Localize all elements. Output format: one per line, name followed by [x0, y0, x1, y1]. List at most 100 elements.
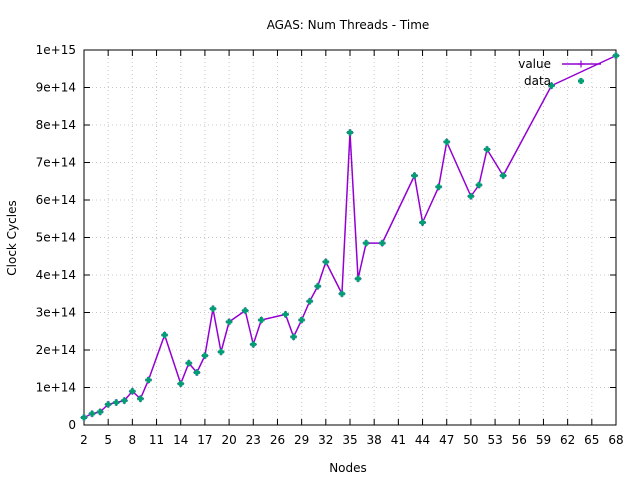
series-data [81, 52, 619, 421]
x-tick-label: 11 [149, 433, 164, 447]
x-tick-label: 17 [197, 433, 212, 447]
point-data [185, 360, 192, 367]
y-tick-label: 4e+14 [36, 268, 76, 282]
x-tick-label: 5 [104, 433, 112, 447]
grid [84, 50, 616, 425]
x-tick-label: 44 [415, 433, 430, 447]
x-tick-label: 8 [129, 433, 137, 447]
point-data-h [242, 309, 249, 313]
point-data [435, 183, 442, 190]
y-tick-label: 5e+14 [36, 231, 76, 245]
x-tick-label: 41 [391, 433, 406, 447]
x-tick-label: 20 [221, 433, 236, 447]
point-data [411, 172, 418, 179]
point-data [105, 401, 112, 408]
point-data-h [185, 361, 192, 365]
point-data-h [322, 260, 329, 264]
point-data-h [226, 320, 233, 324]
x-tick-label: 29 [294, 433, 309, 447]
point-data-h [250, 342, 257, 346]
chart-title: AGAS: Num Threads - Time [267, 18, 430, 32]
point-data [322, 258, 329, 265]
x-tick-label: 59 [536, 433, 551, 447]
y-tick-label: 7e+14 [36, 156, 76, 170]
point-data [500, 172, 507, 179]
point-data-h [314, 284, 321, 288]
point-data-h [484, 147, 491, 151]
x-tick-label: 68 [608, 433, 623, 447]
point-data-h [500, 174, 507, 178]
point-data-h [355, 277, 362, 281]
point-data [145, 377, 152, 383]
point-data [81, 414, 87, 421]
point-data-h [282, 312, 289, 316]
y-tick-label: 1e+14 [36, 381, 76, 395]
point-data-h [258, 318, 265, 322]
legend-entry-value: value [518, 57, 601, 71]
point-data [306, 298, 313, 305]
x-tick-label: 32 [318, 433, 333, 447]
point-data [467, 193, 474, 200]
point-data-h [411, 174, 418, 178]
point-data [137, 395, 144, 402]
point-data [298, 317, 305, 323]
point-data [242, 307, 249, 314]
legend-entry-data: data [524, 74, 584, 88]
point-data-h [306, 299, 313, 303]
point-data [201, 352, 208, 359]
point-data-h [105, 402, 112, 406]
point-data-h [338, 292, 345, 296]
x-tick-label: 65 [584, 433, 599, 447]
point-data-h [218, 350, 225, 354]
point-data-h [161, 333, 168, 337]
point-data-h [363, 241, 370, 245]
point-data-h [379, 241, 386, 245]
point-data-h [129, 389, 136, 393]
point-data-h [290, 335, 297, 339]
point-data [548, 82, 555, 89]
y-tick-label: 0 [68, 418, 76, 432]
y-axis-label: Clock Cycles [5, 200, 19, 275]
point-data-h [209, 307, 216, 311]
point-data-h [548, 84, 555, 88]
point-data [363, 240, 370, 247]
point-data [355, 275, 362, 282]
point-data-h [613, 54, 619, 58]
x-tick-label: 2 [80, 433, 88, 447]
legend-label: value [518, 57, 551, 71]
y-axis: 0 1e+14 2e+14 3e+14 4e+14 5e+14 6e+14 7e+14 8e+1… [36, 43, 616, 432]
point-data-h [177, 382, 184, 386]
point-data [97, 408, 104, 415]
point-data [484, 146, 491, 153]
legend-marker [577, 60, 585, 68]
point-data [475, 182, 482, 188]
point-data [209, 305, 216, 312]
x-tick-label: 14 [173, 433, 188, 447]
point-data [443, 138, 450, 145]
x-tick-label: 23 [246, 433, 261, 447]
point-data [379, 240, 386, 247]
point-data-h [145, 378, 152, 382]
y-tick-label: 2e+14 [36, 343, 76, 357]
point-data [121, 397, 128, 404]
legend: value data [518, 57, 601, 88]
point-data-h [81, 416, 87, 419]
point-data [218, 348, 225, 355]
y-tick-label: 9e+14 [36, 81, 76, 95]
point-data-h [97, 410, 104, 414]
point-data-h [475, 183, 482, 187]
point-data [613, 52, 619, 59]
point-data [193, 369, 200, 376]
x-tick-label: 62 [560, 433, 575, 447]
legend-label: data [524, 74, 551, 88]
x-tick-label: 47 [439, 433, 454, 447]
y-tick-label: 3e+14 [36, 306, 76, 320]
point-data [419, 219, 426, 226]
point-data [347, 129, 353, 136]
point-data-h [121, 399, 128, 403]
x-tick-label: 26 [270, 433, 285, 447]
x-tick-label: 35 [342, 433, 357, 447]
point-data-h [113, 401, 120, 404]
